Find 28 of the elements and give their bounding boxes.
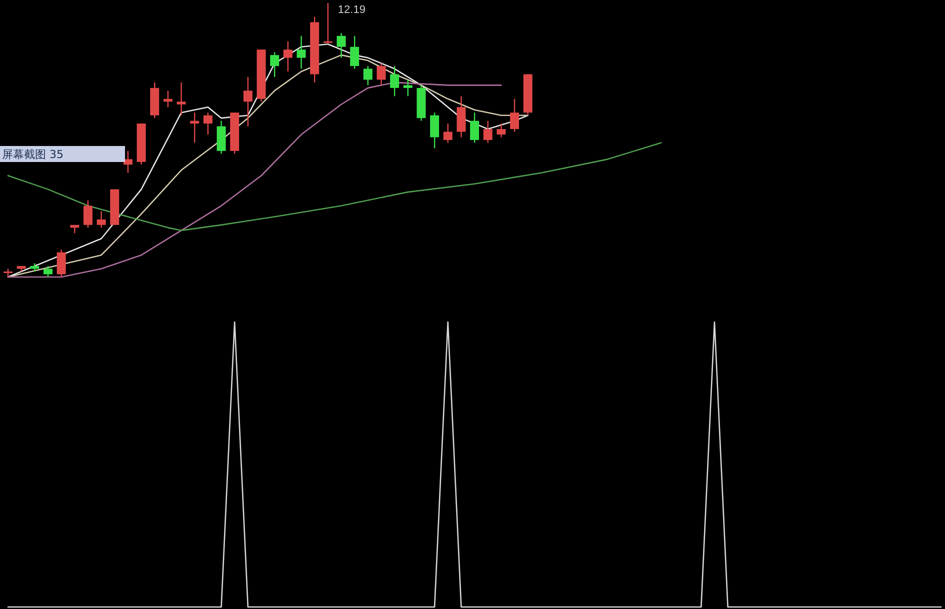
- candlestick: [163, 90, 172, 108]
- candlestick: [470, 112, 480, 144]
- candlestick: [96, 210, 106, 228]
- candlestick: [283, 40, 292, 72]
- candlestick: [483, 120, 492, 144]
- candlestick: [403, 79, 412, 97]
- candlestick: [176, 82, 186, 116]
- candlestick: [376, 62, 386, 86]
- candlestick: [496, 122, 506, 138]
- candlestick: [123, 150, 132, 174]
- candlestick: [270, 52, 280, 78]
- candlestick: [190, 112, 200, 144]
- candlestick: [510, 98, 520, 132]
- candlestick: [390, 65, 400, 97]
- candlestick: [443, 122, 452, 144]
- candlestick: [43, 265, 52, 278]
- candlestick: [336, 32, 346, 58]
- candlestick: [203, 112, 212, 136]
- candlestick: [296, 35, 306, 70]
- candlestick: [83, 200, 92, 228]
- annotation: 屏幕截图 35: [2, 148, 64, 161]
- annotation: 12.19: [338, 4, 366, 16]
- candlestick: [363, 65, 372, 86]
- candlestick: [56, 249, 66, 278]
- candlestick: [430, 112, 440, 149]
- candlestick: [350, 35, 360, 70]
- candlestick: [243, 76, 252, 127]
- candlestick: [323, 2, 332, 45]
